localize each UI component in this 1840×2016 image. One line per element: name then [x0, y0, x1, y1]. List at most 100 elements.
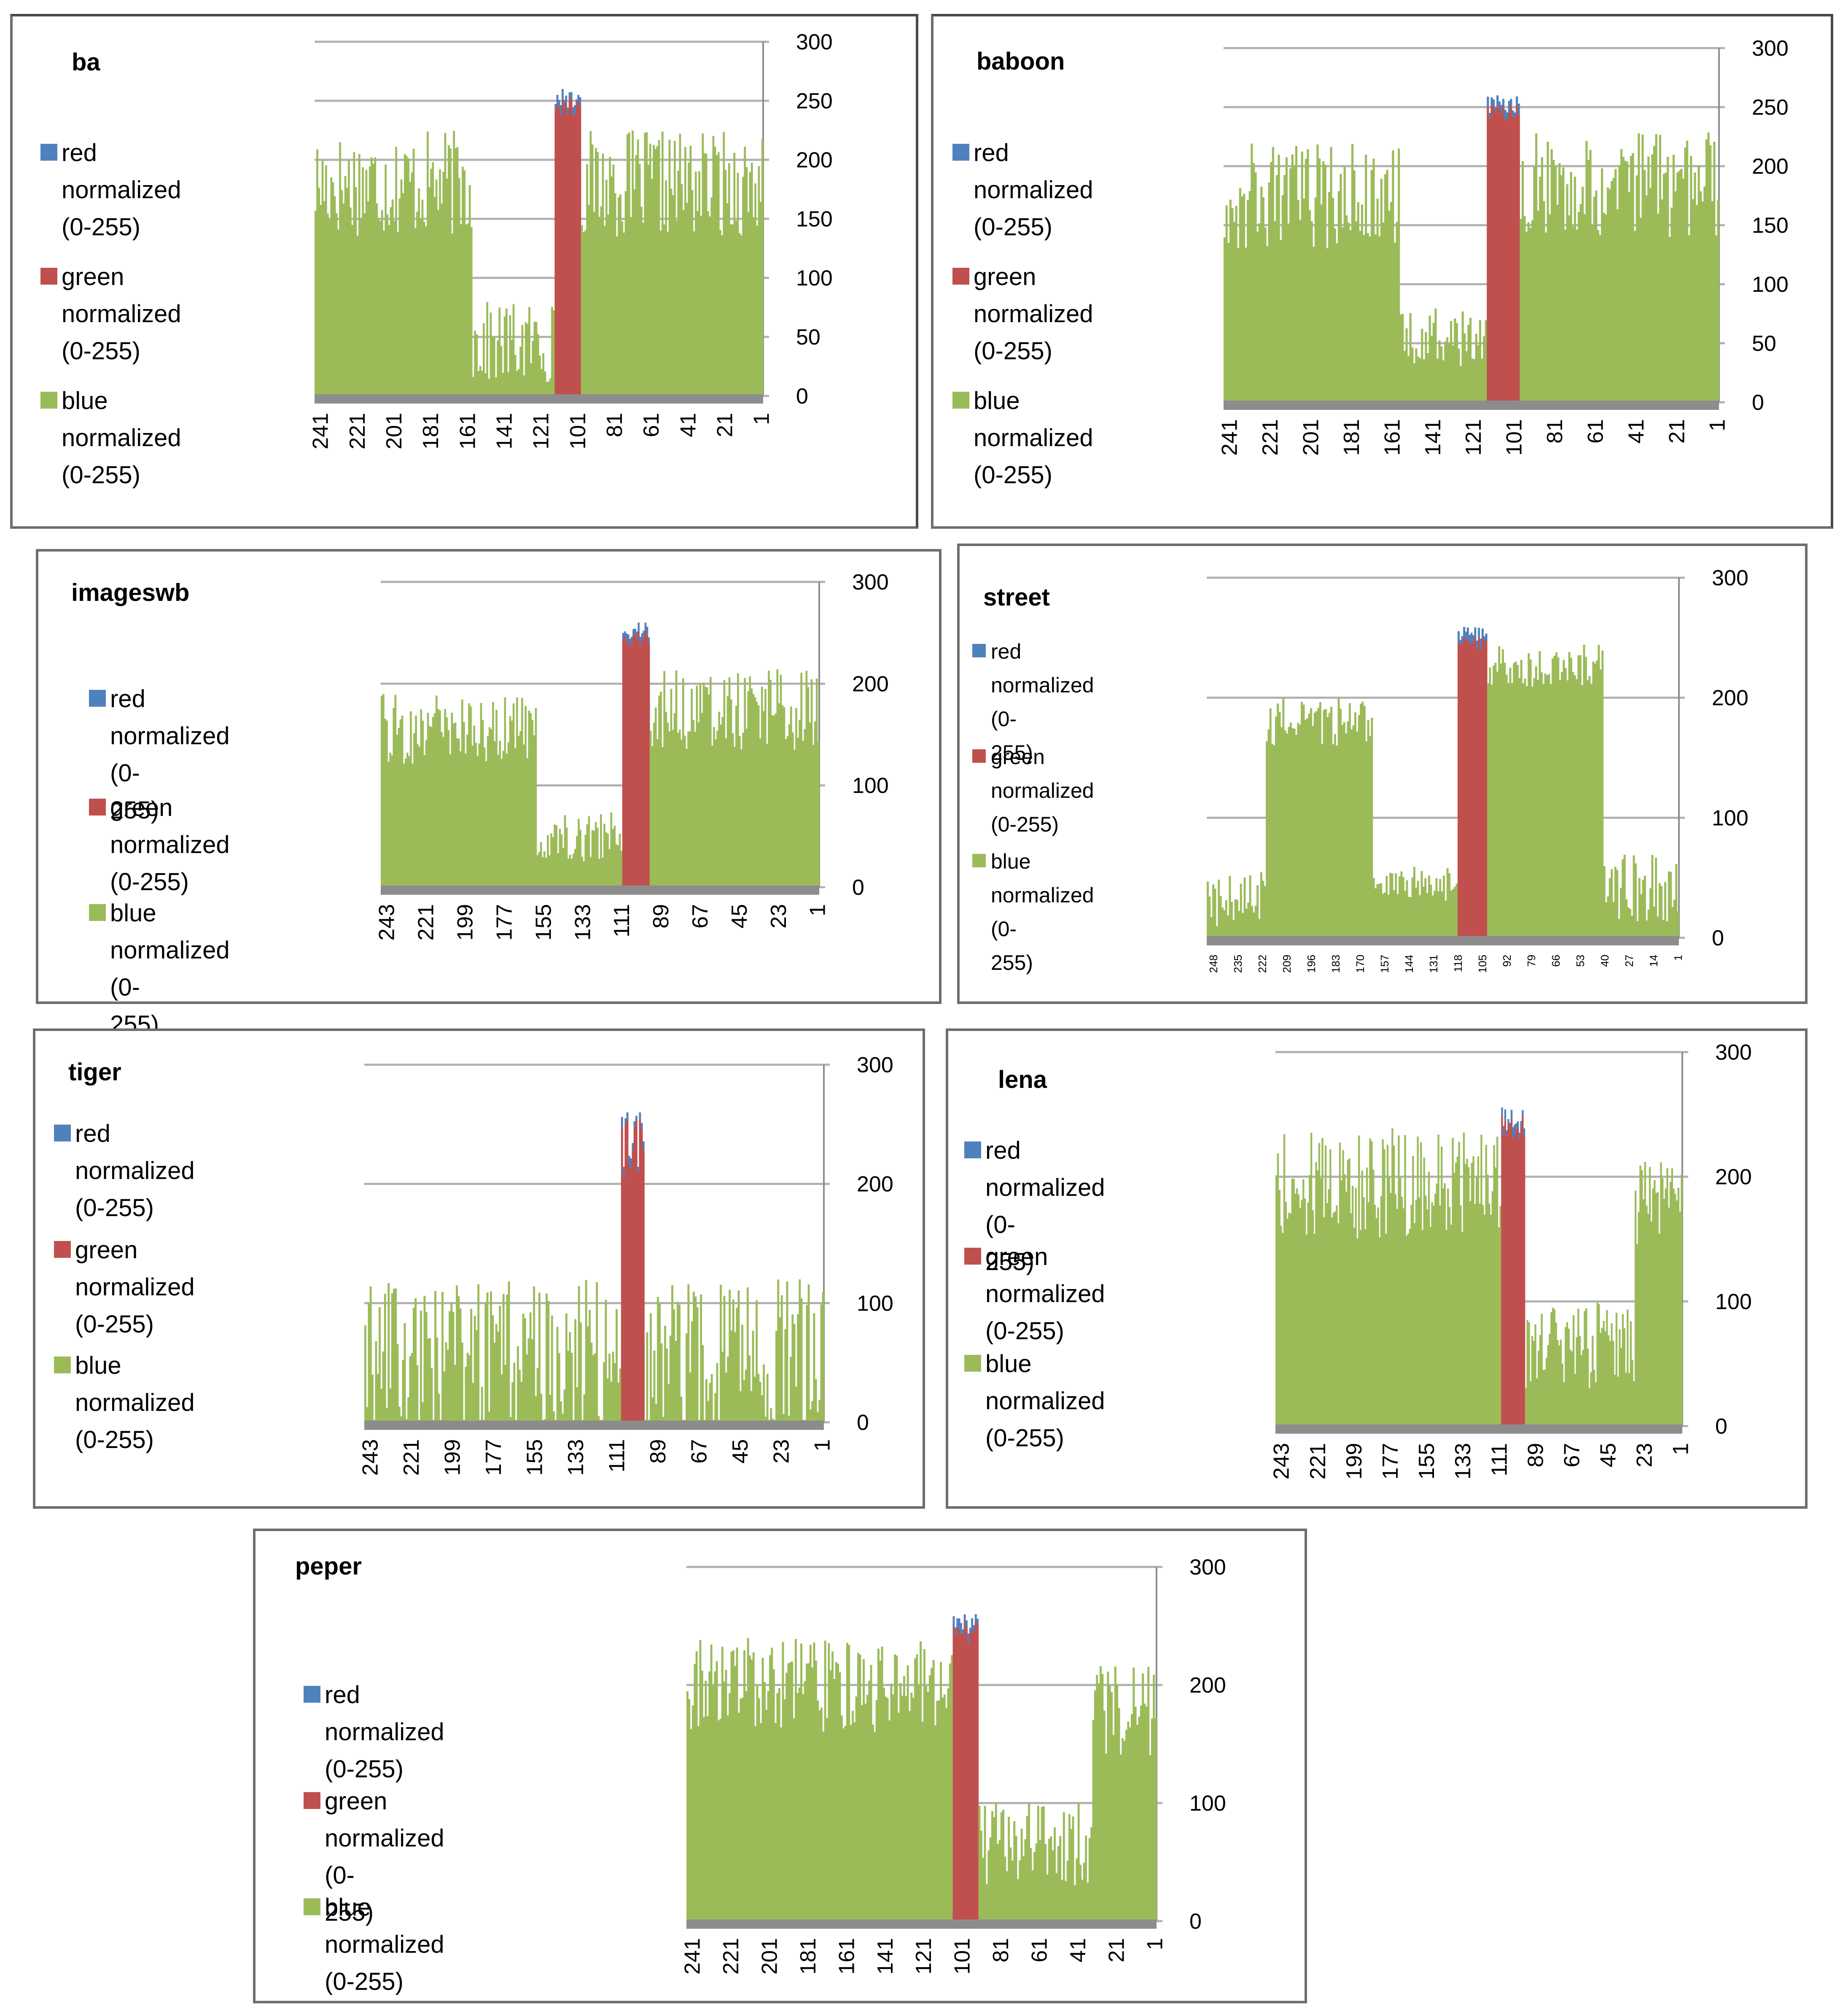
bar	[1417, 356, 1420, 402]
bar	[1493, 1145, 1495, 1426]
bar	[1569, 1350, 1571, 1426]
legend-label: blue normalized (0-255)	[985, 1350, 1105, 1452]
bar	[1412, 1156, 1414, 1426]
bar	[423, 221, 425, 396]
bar	[468, 703, 470, 887]
bar	[573, 853, 575, 887]
bar	[607, 833, 609, 887]
bar	[1236, 900, 1238, 938]
bar	[816, 1412, 819, 1422]
bar	[579, 106, 581, 396]
y-tick-label: 100	[857, 1291, 893, 1316]
x-tick-label: 1	[806, 904, 830, 916]
bar	[456, 738, 458, 887]
bar	[802, 740, 804, 887]
bar	[1463, 1133, 1465, 1426]
y-tick-label: 100	[852, 774, 889, 798]
bar	[1618, 919, 1620, 938]
bar	[780, 1295, 783, 1422]
bar	[818, 1710, 821, 1921]
bar	[1488, 118, 1491, 402]
bar	[518, 369, 520, 396]
bar	[533, 321, 536, 396]
bar	[651, 1397, 654, 1422]
bar	[842, 1728, 845, 1921]
bar	[1636, 175, 1638, 402]
bar	[737, 1290, 740, 1422]
bar	[692, 1705, 694, 1921]
x-tick-label: 45	[728, 1439, 753, 1464]
bar	[640, 1128, 643, 1422]
bar	[729, 1289, 731, 1422]
x-tick-label: 111	[1487, 1443, 1512, 1476]
bar	[1393, 1145, 1395, 1426]
bar	[1287, 223, 1290, 402]
bar	[761, 686, 763, 887]
bar	[897, 1712, 900, 1921]
bar	[327, 213, 329, 396]
bar	[610, 812, 613, 887]
bar	[447, 145, 450, 396]
bar	[425, 226, 427, 396]
bar-red-cap	[1487, 97, 1489, 108]
bar	[707, 211, 709, 396]
y-tick-label: 50	[1752, 331, 1776, 356]
x-tick-label: 41	[1066, 1938, 1090, 1962]
bar	[567, 859, 570, 887]
bar	[710, 1644, 713, 1921]
bar	[576, 104, 578, 396]
bar-red-cap	[632, 629, 635, 634]
bar	[1299, 724, 1301, 938]
bar	[347, 160, 350, 396]
bar	[1601, 650, 1604, 938]
legend-label: red normalized (0- 255)	[110, 685, 230, 824]
bar	[1330, 706, 1333, 938]
x-tick-label: 27	[1623, 955, 1636, 967]
bar	[1153, 1674, 1155, 1921]
x-tick-label: 241	[309, 413, 333, 449]
bar	[1623, 855, 1626, 938]
bar	[368, 1303, 370, 1422]
bar-red-cap	[1504, 110, 1506, 121]
x-tick-label: 121	[912, 1938, 936, 1975]
bar-red-cap	[1507, 1119, 1509, 1125]
bar	[656, 146, 659, 396]
bar	[783, 707, 785, 887]
bar	[1387, 894, 1390, 938]
bar	[1293, 1179, 1295, 1426]
bar	[1554, 165, 1557, 402]
x-axis-band	[1275, 1424, 1682, 1434]
bar	[396, 735, 398, 887]
bar	[608, 1354, 611, 1422]
bar	[1638, 1211, 1640, 1426]
bar	[1308, 713, 1310, 938]
legend-swatch-red	[54, 1125, 71, 1141]
bar	[646, 132, 648, 396]
bar	[1332, 744, 1334, 938]
bar	[628, 1163, 630, 1422]
bar	[342, 203, 345, 396]
bar	[1345, 1192, 1348, 1426]
bar	[382, 694, 385, 887]
bar	[723, 680, 726, 887]
bar	[665, 711, 667, 887]
bar	[969, 1634, 971, 1921]
bar	[1450, 1225, 1453, 1426]
bar-red-cap	[966, 1620, 968, 1629]
bar	[1634, 231, 1636, 402]
bar	[1622, 859, 1624, 938]
bar	[1289, 722, 1292, 938]
bar	[1500, 663, 1502, 938]
bar	[567, 1351, 569, 1422]
bar	[509, 315, 511, 396]
bar	[386, 720, 388, 887]
bar-red-cap	[562, 89, 564, 99]
bar	[1208, 896, 1211, 938]
bar	[1227, 243, 1230, 402]
chart-panel-peper: peper red normalized (0-255) green norma…	[253, 1529, 1307, 2003]
bar	[1645, 195, 1648, 402]
bar	[1419, 895, 1421, 938]
bar	[1103, 1710, 1106, 1921]
bar	[598, 859, 600, 887]
bar	[1107, 1671, 1109, 1921]
